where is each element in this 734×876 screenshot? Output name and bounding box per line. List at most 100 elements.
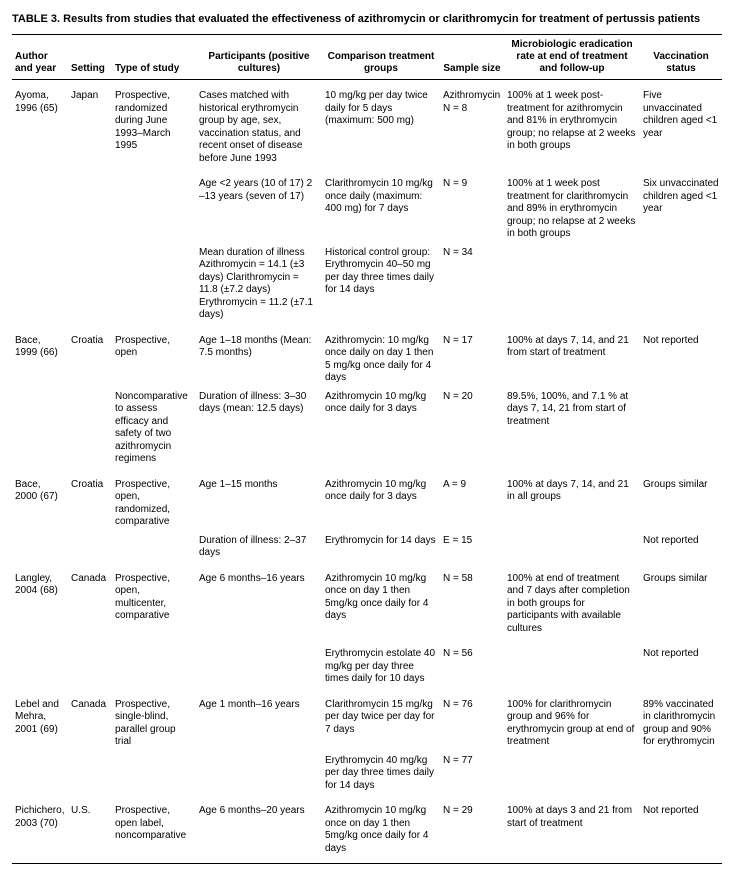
cell-setting [68, 638, 112, 689]
cell-part: Age <2 years (10 of 17) 2 –13 years (sev… [196, 168, 322, 244]
table-title: TABLE 3. Results from studies that evalu… [12, 12, 722, 26]
cell-size: N = 56 [440, 638, 504, 689]
cell-size: N = 76 [440, 689, 504, 752]
cell-author [12, 244, 68, 325]
cell-micro: 100% at days 3 and 21 from start of trea… [504, 795, 640, 864]
cell-author [12, 388, 68, 469]
cell-micro: 89.5%, 100%, and 7.1 % at days 7, 14, 21… [504, 388, 640, 469]
cell-micro [504, 752, 640, 796]
cell-vacc: Five unvaccinated children aged <1 year [640, 80, 722, 169]
cell-type [112, 244, 196, 325]
cell-vacc: Not reported [640, 532, 722, 563]
cell-type: Prospective, open label, noncomparative [112, 795, 196, 864]
cell-vacc: Groups similar [640, 563, 722, 639]
cell-author: Lebel and Mehra, 2001 (69) [12, 689, 68, 752]
cell-part [196, 752, 322, 796]
cell-part: Duration of illness: 2–37 days [196, 532, 322, 563]
table-row: Pichichero, 2003 (70)U.S.Prospective, op… [12, 795, 722, 864]
cell-author [12, 638, 68, 689]
cell-comp: Erythromycin 40 mg/kg per day three time… [322, 752, 440, 796]
cell-setting: Croatia [68, 325, 112, 388]
cell-size: N = 34 [440, 244, 504, 325]
cell-micro: 100% at days 7, 14, and 21 from start of… [504, 325, 640, 388]
cell-micro [504, 638, 640, 689]
table-row: Erythromycin estolate 40 mg/kg per day t… [12, 638, 722, 689]
cell-comp: Historical control group: Erythromycin 4… [322, 244, 440, 325]
cell-part: Age 6 months–16 years [196, 563, 322, 639]
table-row: Mean duration of illness Azithromycin = … [12, 244, 722, 325]
cell-author: Bace, 2000 (67) [12, 469, 68, 532]
cell-author [12, 168, 68, 244]
cell-vacc: Not reported [640, 638, 722, 689]
cell-part: Age 1–15 months [196, 469, 322, 532]
header-author: Author and year [12, 35, 68, 80]
cell-type: Prospective, open, randomized, comparati… [112, 469, 196, 532]
table-row: Age <2 years (10 of 17) 2 –13 years (sev… [12, 168, 722, 244]
table-row: Lebel and Mehra, 2001 (69)CanadaProspect… [12, 689, 722, 752]
cell-micro [504, 244, 640, 325]
cell-comp: Erythromycin estolate 40 mg/kg per day t… [322, 638, 440, 689]
cell-vacc: Not reported [640, 795, 722, 864]
header-type: Type of study [112, 35, 196, 80]
cell-comp: Azithromycin 10 mg/kg once daily for 3 d… [322, 388, 440, 469]
cell-micro: 100% for clarithromycin group and 96% fo… [504, 689, 640, 752]
cell-vacc: 89% vaccinated in clarithromycin group a… [640, 689, 722, 752]
cell-vacc: Not reported [640, 325, 722, 388]
cell-setting [68, 244, 112, 325]
cell-part: Mean duration of illness Azithromycin = … [196, 244, 322, 325]
cell-type: Prospective, randomized during June 1993… [112, 80, 196, 169]
header-row: Author and year Setting Type of study Pa… [12, 35, 722, 80]
cell-size: E = 15 [440, 532, 504, 563]
cell-type: Prospective, open [112, 325, 196, 388]
cell-comp: Clarithromycin 15 mg/kg per day twice pe… [322, 689, 440, 752]
cell-size: N = 20 [440, 388, 504, 469]
table-row: Erythromycin 40 mg/kg per day three time… [12, 752, 722, 796]
cell-author: Pichichero, 2003 (70) [12, 795, 68, 864]
cell-author: Langley, 2004 (68) [12, 563, 68, 639]
cell-vacc [640, 752, 722, 796]
cell-type [112, 532, 196, 563]
cell-setting [68, 532, 112, 563]
cell-size: Azithromycin N = 8 [440, 80, 504, 169]
header-micro: Microbiologic eradication rate at end of… [504, 35, 640, 80]
cell-comp: 10 mg/kg per day twice daily for 5 days … [322, 80, 440, 169]
cell-part: Duration of illness: 3–30 days (mean: 12… [196, 388, 322, 469]
cell-size: A = 9 [440, 469, 504, 532]
cell-setting [68, 752, 112, 796]
cell-type: Prospective, open, multicenter, comparat… [112, 563, 196, 639]
cell-micro: 100% at 1 week post treatment for clarit… [504, 168, 640, 244]
table-row: Bace, 2000 (67)CroatiaProspective, open,… [12, 469, 722, 532]
cell-size: N = 29 [440, 795, 504, 864]
cell-type [112, 168, 196, 244]
cell-part: Cases matched with historical erythromyc… [196, 80, 322, 169]
cell-type [112, 638, 196, 689]
cell-comp: Azithromycin 10 mg/kg once on day 1 then… [322, 795, 440, 864]
cell-comp: Erythromycin for 14 days [322, 532, 440, 563]
cell-author [12, 532, 68, 563]
cell-micro: 100% at days 7, 14, and 21 in all groups [504, 469, 640, 532]
cell-part: Age 1 month–16 years [196, 689, 322, 752]
cell-author: Ayoma, 1996 (65) [12, 80, 68, 169]
cell-size: N = 9 [440, 168, 504, 244]
cell-micro: 100% at end of treatment and 7 days afte… [504, 563, 640, 639]
header-size: Sample size [440, 35, 504, 80]
cell-vacc [640, 244, 722, 325]
cell-type: Prospective, single-blind, parallel grou… [112, 689, 196, 752]
cell-setting: Japan [68, 80, 112, 169]
cell-setting [68, 388, 112, 469]
cell-part: Age 6 months–20 years [196, 795, 322, 864]
cell-size: N = 58 [440, 563, 504, 639]
cell-setting: Canada [68, 563, 112, 639]
cell-comp: Azithromycin: 10 mg/kg once daily on day… [322, 325, 440, 388]
cell-micro [504, 532, 640, 563]
table-row: Langley, 2004 (68)CanadaProspective, ope… [12, 563, 722, 639]
cell-comp: Azithromycin 10 mg/kg once on day 1 then… [322, 563, 440, 639]
results-table: Author and year Setting Type of study Pa… [12, 34, 722, 864]
table-body: Ayoma, 1996 (65)JapanProspective, random… [12, 80, 722, 864]
header-participants: Participants (positive cultures) [196, 35, 322, 80]
header-setting: Setting [68, 35, 112, 80]
table-row: Bace, 1999 (66)CroatiaProspective, openA… [12, 325, 722, 388]
cell-vacc: Groups similar [640, 469, 722, 532]
table-row: Ayoma, 1996 (65)JapanProspective, random… [12, 80, 722, 169]
cell-vacc: Six unvaccinated children aged <1 year [640, 168, 722, 244]
